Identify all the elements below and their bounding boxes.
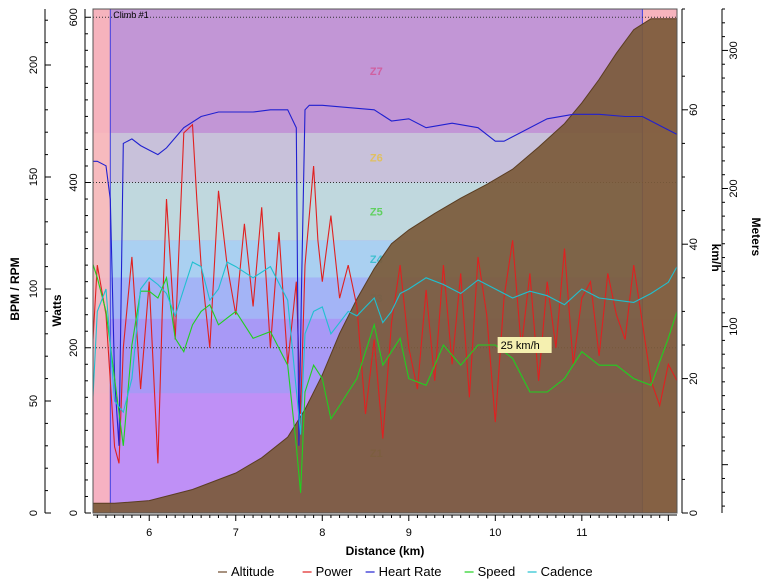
series-heart-rate-line [93,104,677,446]
x-axis-title: Distance (km) [346,544,425,558]
bpm-tick-label: 150 [28,168,40,186]
series-lines: 25 km/h [93,18,677,513]
zone-label-z5: Z5 [370,206,383,218]
watts-tick-label: 400 [68,173,80,191]
bpm-tick-label: 100 [28,280,40,298]
legend-label-speed: Speed [478,564,516,579]
plot-frame [92,8,678,514]
bpm-tick-label: 50 [28,395,40,407]
kmh-tick-label: 20 [688,372,700,384]
series-altitude-area [93,18,677,513]
kmh-tick-label: 40 [688,238,700,250]
kmh-tick-label: 60 [688,104,700,116]
x-tick-label: 9 [406,527,412,539]
x-tick-label: 11 [576,527,587,539]
series-cadence-line [93,261,677,435]
meters-tick-label: 100 [728,317,740,335]
x-tick-label: 6 [146,527,152,539]
x-tick-label: 10 [489,527,501,539]
bpm-axis-title: BPM / RPM [8,257,22,320]
watts-tick-label: 600 [68,8,80,26]
pre-climb-shade [93,9,111,513]
series-power-line [93,123,677,464]
speed-annotation-box [497,337,552,353]
zone-label-z6: Z6 [370,153,383,165]
watts-tick-label: 0 [68,510,80,516]
kmh-tick-label: 0 [688,510,700,516]
watts-axis-title: Watts [50,294,64,327]
meters-tick-label: 300 [728,41,740,59]
legend-label-altitude: Altitude [231,564,274,579]
legend: Altitude Power Heart Rate Speed Cadence [218,564,593,579]
x-tick-label: 8 [319,527,325,539]
climb-label: Climb #1 [113,10,149,20]
watts-tick-label: 200 [68,339,80,357]
legend-label-heart-rate: Heart Rate [379,564,442,579]
meters-tick-label: 200 [728,179,740,197]
meters-axis-title: Meters [749,217,763,256]
series-altitude-line [93,18,677,504]
legend-label-cadence: Cadence [541,564,593,579]
kmh-axis-title: km/h [709,244,723,272]
legend-label-power: Power [316,564,354,579]
x-tick-label: 7 [233,527,239,539]
bpm-tick-label: 200 [28,56,40,74]
speed-annotation-text: 25 km/h [501,340,540,352]
zone-label-z7: Z7 [370,66,383,78]
series-speed-line [93,264,677,493]
bpm-tick-label: 0 [28,510,40,516]
